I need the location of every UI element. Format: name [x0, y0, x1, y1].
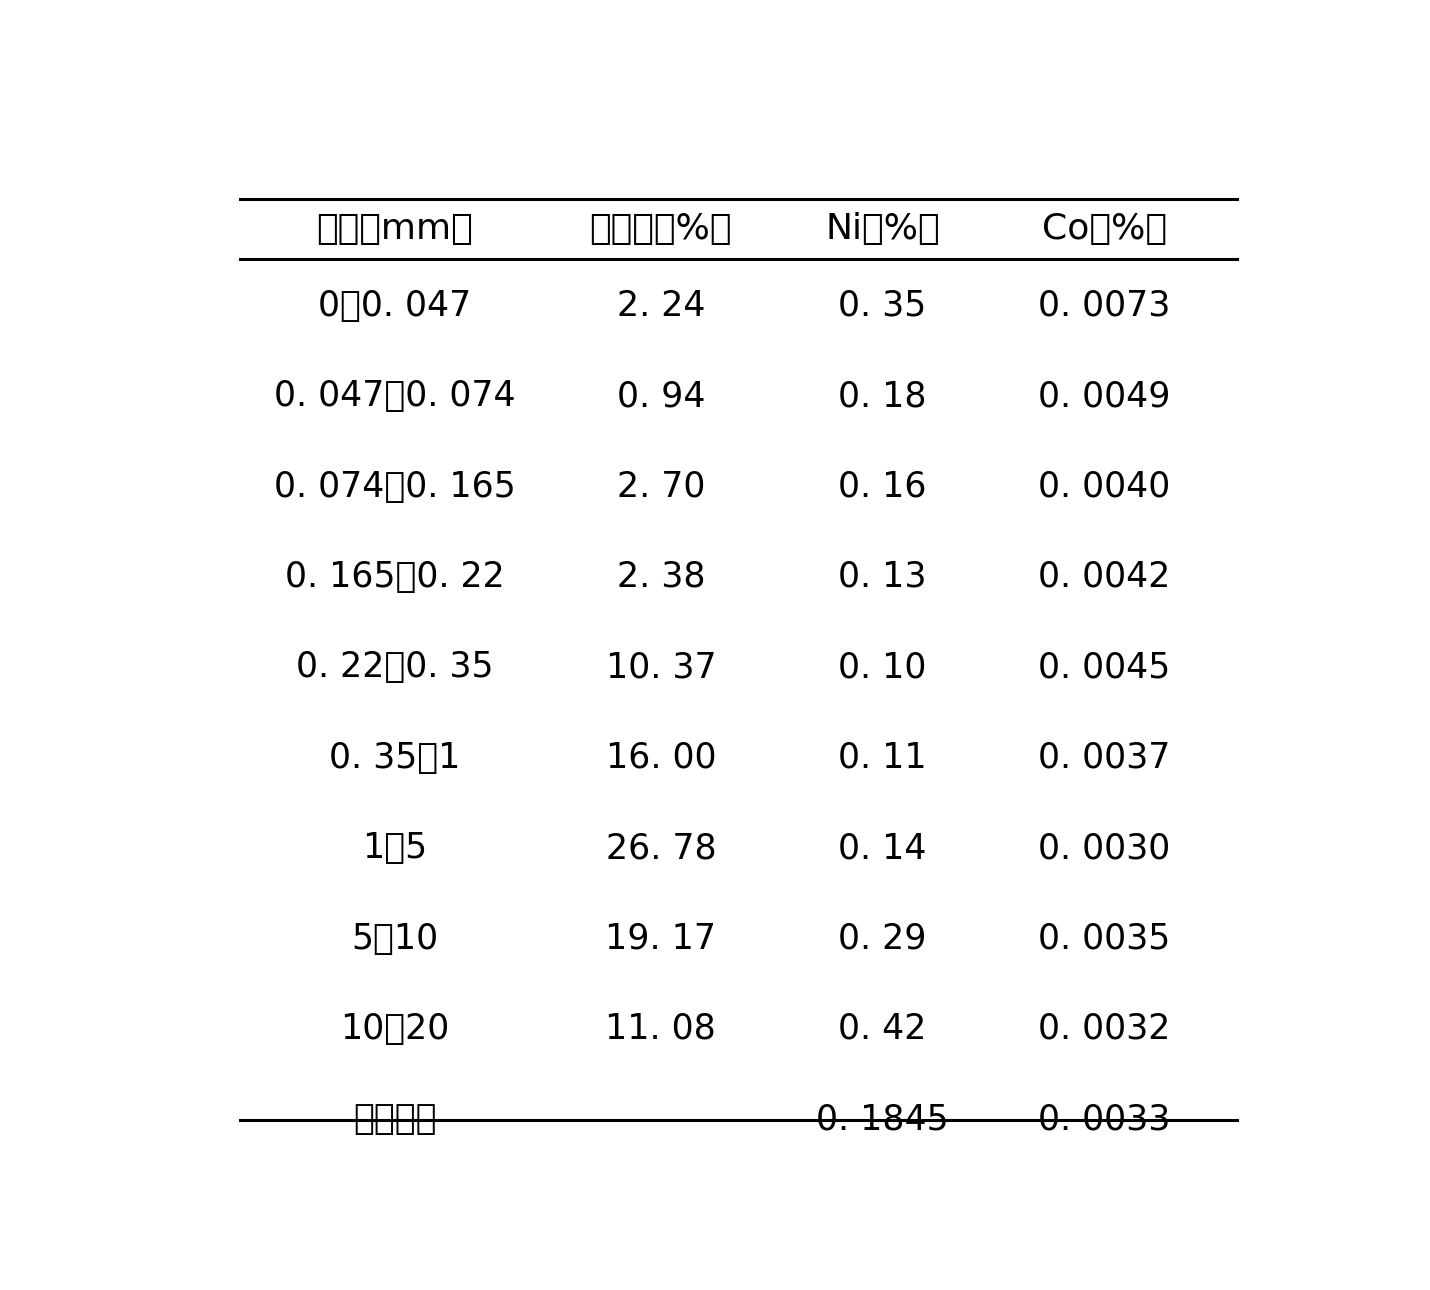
Text: 0. 0045: 0. 0045: [1038, 650, 1170, 684]
Text: 0. 22－0. 35: 0. 22－0. 35: [296, 650, 493, 684]
Text: 0. 0037: 0. 0037: [1038, 740, 1170, 775]
Text: 0. 29: 0. 29: [838, 921, 927, 956]
Text: 0. 35: 0. 35: [838, 289, 927, 322]
Text: 0－0. 047: 0－0. 047: [319, 289, 472, 322]
Text: 0. 18: 0. 18: [838, 379, 927, 413]
Text: 0. 0035: 0. 0035: [1038, 921, 1170, 956]
Text: 0. 1845: 0. 1845: [817, 1102, 948, 1136]
Text: 19. 17: 19. 17: [605, 921, 716, 956]
Text: 0. 165－0. 22: 0. 165－0. 22: [285, 560, 505, 593]
Text: 0. 11: 0. 11: [838, 740, 927, 775]
Text: 粒径（mm）: 粒径（mm）: [316, 213, 473, 246]
Text: Co（%）: Co（%）: [1041, 213, 1167, 246]
Text: 0. 074－0. 165: 0. 074－0. 165: [275, 470, 516, 503]
Text: 10. 37: 10. 37: [605, 650, 716, 684]
Text: 0. 16: 0. 16: [838, 470, 927, 503]
Text: 2. 24: 2. 24: [616, 289, 705, 322]
Text: 0. 0042: 0. 0042: [1038, 560, 1170, 593]
Text: 10－20: 10－20: [340, 1011, 449, 1046]
Text: 5－10: 5－10: [352, 921, 439, 956]
Text: 1－5: 1－5: [362, 831, 428, 866]
Text: 0. 94: 0. 94: [616, 379, 705, 413]
Text: 0. 047－0. 074: 0. 047－0. 074: [275, 379, 516, 413]
Text: 0. 35－1: 0. 35－1: [329, 740, 460, 775]
Text: 0. 0030: 0. 0030: [1038, 831, 1170, 866]
Text: 0. 0049: 0. 0049: [1038, 379, 1170, 413]
Text: 11. 08: 11. 08: [605, 1011, 716, 1046]
Text: 0. 13: 0. 13: [838, 560, 927, 593]
Text: 返算品位: 返算品位: [353, 1102, 436, 1136]
Text: 0. 14: 0. 14: [838, 831, 927, 866]
Text: 0. 0073: 0. 0073: [1038, 289, 1170, 322]
Text: 0. 0032: 0. 0032: [1038, 1011, 1170, 1046]
Text: 0. 42: 0. 42: [838, 1011, 927, 1046]
Text: 2. 38: 2. 38: [616, 560, 705, 593]
Text: 0. 0040: 0. 0040: [1038, 470, 1170, 503]
Text: 0. 10: 0. 10: [838, 650, 927, 684]
Text: 百分比（%）: 百分比（%）: [589, 213, 732, 246]
Text: 16. 00: 16. 00: [605, 740, 716, 775]
Text: 0. 0033: 0. 0033: [1038, 1102, 1170, 1136]
Text: 26. 78: 26. 78: [605, 831, 716, 866]
Text: Ni（%）: Ni（%）: [825, 213, 940, 246]
Text: 2. 70: 2. 70: [616, 470, 705, 503]
